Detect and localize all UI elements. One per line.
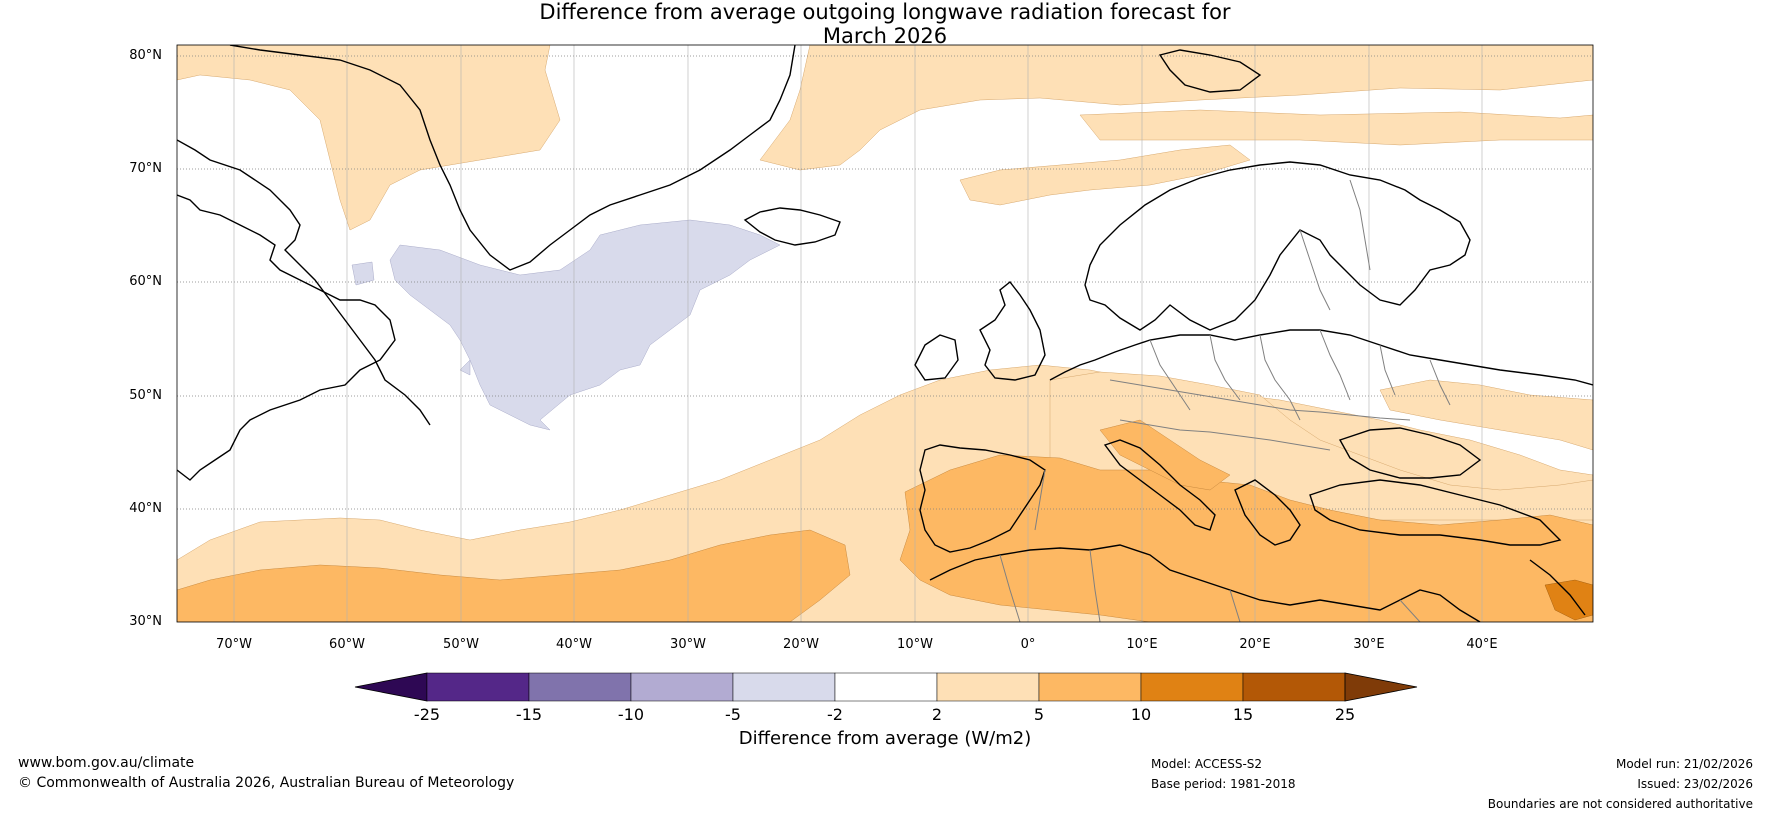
colorbar-tick: 5 bbox=[1033, 705, 1045, 724]
lon-label: 20°E bbox=[1239, 637, 1271, 652]
anomaly-region-italy bbox=[1099, 419, 1231, 491]
coast-europe-mainland bbox=[1049, 329, 1593, 386]
coast-greenland bbox=[229, 45, 796, 271]
colorbar-segment bbox=[1038, 672, 1142, 702]
model-run-text: Model run: 21/02/2026 bbox=[1615, 757, 1753, 771]
lat-label: 60°N bbox=[129, 274, 162, 289]
lon-label: 70°W bbox=[216, 637, 252, 652]
colorbar-segment bbox=[732, 672, 836, 702]
colorbar-tick: -25 bbox=[413, 705, 441, 724]
website-link[interactable]: www.bom.gov.au/climate bbox=[18, 755, 195, 771]
lon-label: 50°W bbox=[443, 637, 479, 652]
coast-italy bbox=[1103, 439, 1216, 531]
colorbar-tick: 25 bbox=[1334, 705, 1356, 724]
anomaly-region-arctic-light bbox=[759, 45, 1593, 171]
map-frame bbox=[176, 44, 1594, 623]
anomaly-region-eastern-europe-light bbox=[1379, 379, 1593, 451]
lon-label: 0° bbox=[1020, 637, 1036, 652]
lon-label: 10°E bbox=[1126, 637, 1158, 652]
coast-greece-turkey bbox=[1234, 479, 1562, 546]
copyright-text: © Commonwealth of Australia 2026, Austra… bbox=[18, 775, 515, 791]
lon-label: 20°W bbox=[783, 637, 819, 652]
coast-svalbard bbox=[1158, 49, 1262, 93]
colorbar-label: Difference from average (W/m2) bbox=[738, 728, 1032, 749]
map-title: Difference from average outgoing longwav… bbox=[0, 0, 1770, 48]
anomaly-region-greenland-sea-light bbox=[1079, 109, 1593, 146]
lat-label: 80°N bbox=[129, 48, 162, 63]
anomaly-region-iberia-med bbox=[899, 454, 1593, 622]
coast-scandinavia bbox=[1084, 161, 1471, 331]
coast-north-africa bbox=[929, 544, 1481, 622]
lon-label: 40°E bbox=[1466, 637, 1498, 652]
colorbar-extend-high bbox=[1344, 672, 1418, 702]
colorbar bbox=[354, 672, 1418, 702]
lat-label: 70°N bbox=[129, 161, 162, 176]
coast-north-america bbox=[177, 194, 396, 481]
colorbar-segment bbox=[1242, 672, 1346, 702]
coast-labrador bbox=[177, 139, 431, 426]
issued-text: Issued: 23/02/2026 bbox=[1637, 777, 1753, 791]
anomaly-region-south-atlantic bbox=[177, 529, 851, 622]
lon-label: 10°W bbox=[897, 637, 933, 652]
coast-black-sea bbox=[1338, 427, 1482, 479]
country-borders bbox=[999, 179, 1451, 622]
colorbar-segment bbox=[834, 672, 938, 702]
colorbar-segment bbox=[630, 672, 734, 702]
model-text: Model: ACCESS-S2 bbox=[1151, 757, 1263, 771]
colorbar-tick: -5 bbox=[725, 705, 741, 724]
lat-label: 50°N bbox=[129, 388, 162, 403]
lon-label: 60°W bbox=[329, 637, 365, 652]
title-line-1: Difference from average outgoing longwav… bbox=[539, 0, 1231, 24]
disclaimer-text: Boundaries are not considered authoritat… bbox=[1487, 797, 1753, 811]
colorbar-tick: 2 bbox=[931, 705, 943, 724]
title-line-2: March 2026 bbox=[822, 24, 948, 48]
meridians bbox=[233, 45, 1483, 622]
colorbar-extend-low bbox=[354, 672, 428, 702]
coast-british-isles bbox=[914, 281, 1046, 381]
lat-label: 30°N bbox=[129, 614, 162, 629]
base-period-text: Base period: 1981-2018 bbox=[1151, 777, 1296, 791]
colorbar-tick: -15 bbox=[515, 705, 543, 724]
colorbar-tick: -10 bbox=[617, 705, 645, 724]
colorbar-segment bbox=[936, 672, 1040, 702]
colorbar-tick: 15 bbox=[1232, 705, 1254, 724]
colorbar-segment bbox=[426, 672, 530, 702]
coast-iceland bbox=[743, 207, 841, 246]
lon-label: 30°E bbox=[1353, 637, 1385, 652]
colorbar-tick: 10 bbox=[1130, 705, 1152, 724]
anomaly-region-north-atlantic-light bbox=[177, 45, 561, 231]
coast-iberia bbox=[919, 444, 1046, 553]
lat-label: 40°N bbox=[129, 501, 162, 516]
colorbar-tick: -2 bbox=[827, 705, 843, 724]
anomaly-region-europe-north-light bbox=[959, 144, 1251, 206]
lon-label: 30°W bbox=[670, 637, 706, 652]
anomaly-region-atlantic-negative bbox=[351, 219, 781, 431]
colorbar-segment bbox=[528, 672, 632, 702]
anomaly-field bbox=[177, 45, 1593, 622]
lon-label: 40°W bbox=[556, 637, 592, 652]
colorbar-segment bbox=[1140, 672, 1244, 702]
coast-red-sea bbox=[1529, 559, 1586, 616]
coastlines bbox=[177, 45, 1593, 622]
